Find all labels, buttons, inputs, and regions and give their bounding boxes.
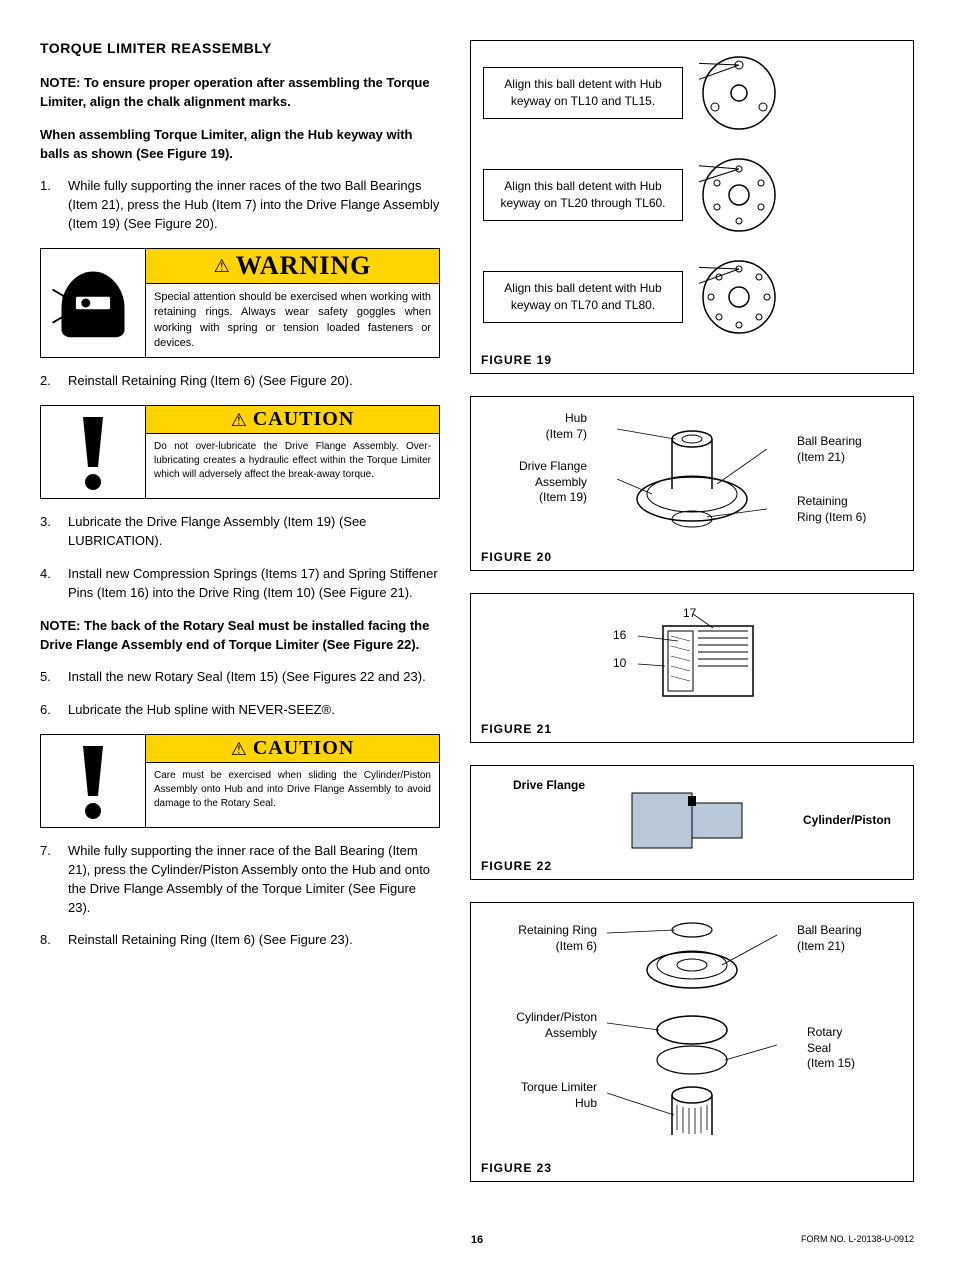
fig21-label-16: 16 — [613, 628, 626, 644]
caution-text: Do not over-lubricate the Drive Flange A… — [146, 434, 439, 488]
fig19-diagram-3 — [699, 257, 779, 337]
step-text: Reinstall Retaining Ring (Item 6) (See F… — [68, 931, 440, 950]
fig19-caption-1: Align this ball detent with Hub keyway o… — [483, 67, 683, 119]
warning-icon-cell — [41, 249, 146, 358]
fig23-cpa-label: Cylinder/PistonAssembly — [487, 1010, 597, 1041]
caution-icon-cell — [41, 735, 146, 827]
fig21-label-10: 10 — [613, 656, 626, 672]
fig21-label-17: 17 — [683, 606, 696, 622]
fig23-bb-label: Ball Bearing(Item 21) — [797, 923, 897, 954]
exclamation-icon — [58, 412, 128, 492]
fig20-hub-label: Hub(Item 7) — [487, 411, 587, 442]
step-3: 3. Lubricate the Drive Flange Assembly (… — [40, 513, 440, 551]
step-number: 3. — [40, 513, 68, 551]
warning-text: Special attention should be exercised wh… — [146, 284, 439, 358]
figure-23: Retaining Ring(Item 6) Ball Bearing(Item… — [470, 902, 914, 1182]
fig19-caption-3: Align this ball detent with Hub keyway o… — [483, 271, 683, 323]
figure-label: FIGURE 20 — [481, 550, 552, 564]
fig22-df-label: Drive Flange — [513, 778, 585, 794]
fig20-diagram — [617, 409, 767, 539]
fig20-bb-label: Ball Bearing(Item 21) — [797, 434, 897, 465]
left-column: TORQUE LIMITER REASSEMBLY NOTE: To ensur… — [40, 40, 440, 1204]
step-text: Install the new Rotary Seal (Item 15) (S… — [68, 668, 440, 687]
step-text: Install new Compression Springs (Items 1… — [68, 565, 440, 603]
note-2: When assembling Torque Limiter, align th… — [40, 126, 440, 164]
note-3: NOTE: The back of the Rotary Seal must b… — [40, 617, 440, 655]
warning-header: ⚠ WARNING — [146, 249, 439, 284]
warning-label: WARNING — [236, 251, 372, 281]
caution-triangle-icon: ⚠ — [231, 411, 247, 429]
figure-label: FIGURE 22 — [481, 859, 552, 873]
caution-box-2: ⚠ CAUTION Care must be exercised when sl… — [40, 734, 440, 828]
step-5: 5. Install the new Rotary Seal (Item 15)… — [40, 668, 440, 687]
step-text: Lubricate the Hub spline with NEVER-SEEZ… — [68, 701, 440, 720]
goggles-icon — [48, 258, 138, 348]
step-number: 6. — [40, 701, 68, 720]
figure-20: Hub(Item 7) Drive FlangeAssembly(Item 19… — [470, 396, 914, 571]
caution-text: Care must be exercised when sliding the … — [146, 763, 439, 817]
step-number: 4. — [40, 565, 68, 603]
form-number: FORM NO. L-20138-U-0912 — [801, 1234, 914, 1244]
fig22-diagram — [592, 778, 792, 858]
caution-header: ⚠ CAUTION — [146, 406, 439, 434]
step-number: 2. — [40, 372, 68, 391]
figure-label: FIGURE 19 — [481, 353, 552, 367]
warning-box: ⚠ WARNING Special attention should be ex… — [40, 248, 440, 359]
section-title: TORQUE LIMITER REASSEMBLY — [40, 40, 440, 56]
caution-triangle-icon: ⚠ — [231, 740, 247, 758]
page-number: 16 — [40, 1234, 914, 1246]
figure-22: Drive Flange Cylinder/Piston FIGURE 22 — [470, 765, 914, 880]
warning-triangle-icon: ⚠ — [214, 257, 230, 275]
step-text: While fully supporting the inner race of… — [68, 842, 440, 917]
exclamation-icon — [58, 741, 128, 821]
page-footer: 16 FORM NO. L-20138-U-0912 — [40, 1234, 914, 1246]
step-number: 1. — [40, 177, 68, 234]
fig23-rr-label: Retaining Ring(Item 6) — [487, 923, 597, 954]
fig21-diagram — [603, 606, 803, 716]
fig19-caption-2: Align this ball detent with Hub keyway o… — [483, 169, 683, 221]
step-6: 6. Lubricate the Hub spline with NEVER-S… — [40, 701, 440, 720]
caution-header: ⚠ CAUTION — [146, 735, 439, 763]
step-number: 8. — [40, 931, 68, 950]
figure-label: FIGURE 21 — [481, 722, 552, 736]
step-1: 1. While fully supporting the inner race… — [40, 177, 440, 234]
figure-21: 17 16 10 — [470, 593, 914, 743]
caution-box-1: ⚠ CAUTION Do not over-lubricate the Driv… — [40, 405, 440, 499]
fig23-diagram — [607, 915, 777, 1155]
fig20-rr-label: RetainingRing (Item 6) — [797, 494, 897, 525]
step-number: 7. — [40, 842, 68, 917]
fig20-dfa-label: Drive FlangeAssembly(Item 19) — [487, 459, 587, 506]
right-column: Align this ball detent with Hub keyway o… — [470, 40, 914, 1204]
fig22-cp-label: Cylinder/Piston — [803, 813, 891, 829]
step-text: Reinstall Retaining Ring (Item 6) (See F… — [68, 372, 440, 391]
fig19-diagram-2 — [699, 155, 779, 235]
step-2: 2. Reinstall Retaining Ring (Item 6) (Se… — [40, 372, 440, 391]
figure-label: FIGURE 23 — [481, 1161, 552, 1175]
fig23-rs-label: RotarySeal(Item 15) — [807, 1025, 897, 1072]
step-text: Lubricate the Drive Flange Assembly (Ite… — [68, 513, 440, 551]
step-7: 7. While fully supporting the inner race… — [40, 842, 440, 917]
step-4: 4. Install new Compression Springs (Item… — [40, 565, 440, 603]
figure-19: Align this ball detent with Hub keyway o… — [470, 40, 914, 374]
step-text: While fully supporting the inner races o… — [68, 177, 440, 234]
step-8: 8. Reinstall Retaining Ring (Item 6) (Se… — [40, 931, 440, 950]
step-number: 5. — [40, 668, 68, 687]
caution-label: CAUTION — [253, 737, 354, 760]
caution-label: CAUTION — [253, 408, 354, 431]
note-1: NOTE: To ensure proper operation after a… — [40, 74, 440, 112]
fig19-diagram-1 — [699, 53, 779, 133]
caution-icon-cell — [41, 406, 146, 498]
fig23-tlh-label: Torque LimiterHub — [487, 1080, 597, 1111]
